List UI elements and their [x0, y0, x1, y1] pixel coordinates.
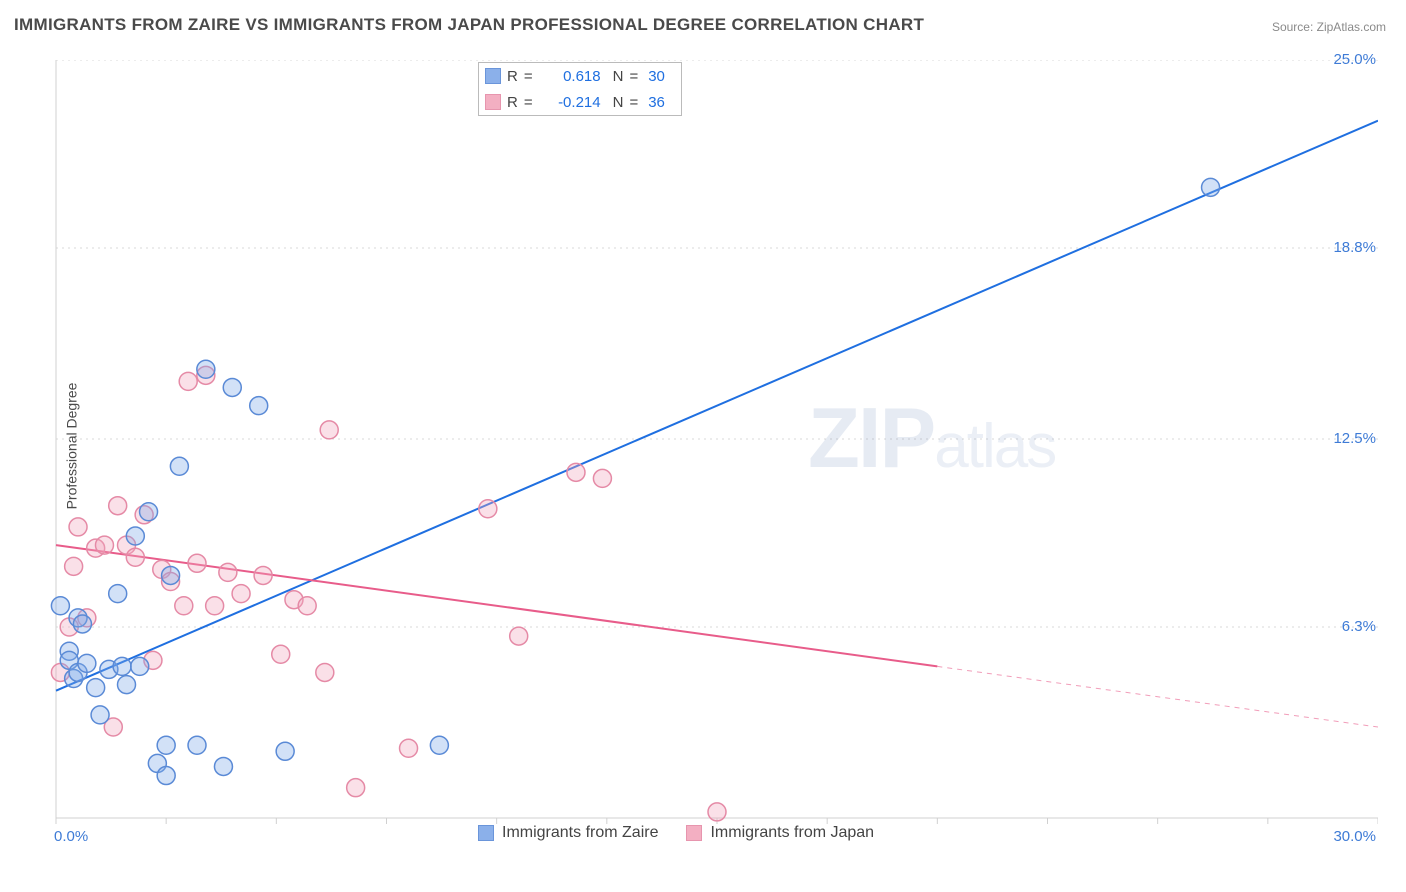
stats-row-zaire: R = 0.618 N = 30	[479, 63, 681, 89]
r-value-zaire: 0.618	[539, 68, 607, 85]
legend-item-japan: Immigrants from Japan	[686, 824, 874, 842]
correlation-stats-box: R = 0.618 N = 30 R = -0.214 N = 36	[478, 62, 682, 116]
swatch-japan	[485, 94, 501, 110]
eq-sign: =	[524, 68, 533, 85]
n-label: N	[613, 68, 624, 85]
legend-item-zaire: Immigrants from Zaire	[478, 824, 658, 842]
x-tick-label-max: 30.0%	[1333, 828, 1376, 845]
n-value-zaire: 30	[644, 68, 671, 85]
chart-stage: IMMIGRANTS FROM ZAIRE VS IMMIGRANTS FROM…	[0, 0, 1406, 892]
bottom-legend: Immigrants from Zaire Immigrants from Ja…	[478, 824, 874, 842]
n-value-japan: 36	[644, 94, 671, 111]
legend-label-japan: Immigrants from Japan	[710, 824, 874, 842]
source-attribution: Source: ZipAtlas.com	[1272, 20, 1386, 34]
y-tick-label: 18.8%	[1333, 239, 1376, 256]
eq-sign-4: =	[629, 94, 638, 111]
source-prefix: Source:	[1272, 20, 1317, 34]
legend-label-zaire: Immigrants from Zaire	[502, 824, 658, 842]
y-tick-label: 25.0%	[1333, 51, 1376, 68]
eq-sign-3: =	[524, 94, 533, 111]
r-label-2: R	[507, 94, 518, 111]
plot-area: ZIPatlas R = 0.618 N = 30 R = -0.214 N =…	[48, 60, 1378, 830]
r-value-japan: -0.214	[539, 94, 607, 111]
eq-sign-2: =	[629, 68, 638, 85]
legend-swatch-japan	[686, 825, 702, 841]
y-tick-label: 6.3%	[1342, 618, 1376, 635]
y-tick-label: 12.5%	[1333, 430, 1376, 447]
n-label-2: N	[613, 94, 624, 111]
r-label: R	[507, 68, 518, 85]
x-tick-label-min: 0.0%	[54, 828, 88, 845]
scatter-svg	[48, 60, 1378, 830]
legend-swatch-zaire	[478, 825, 494, 841]
swatch-zaire	[485, 68, 501, 84]
stats-row-japan: R = -0.214 N = 36	[479, 89, 681, 115]
chart-title: IMMIGRANTS FROM ZAIRE VS IMMIGRANTS FROM…	[14, 15, 924, 35]
source-name: ZipAtlas.com	[1317, 20, 1386, 34]
